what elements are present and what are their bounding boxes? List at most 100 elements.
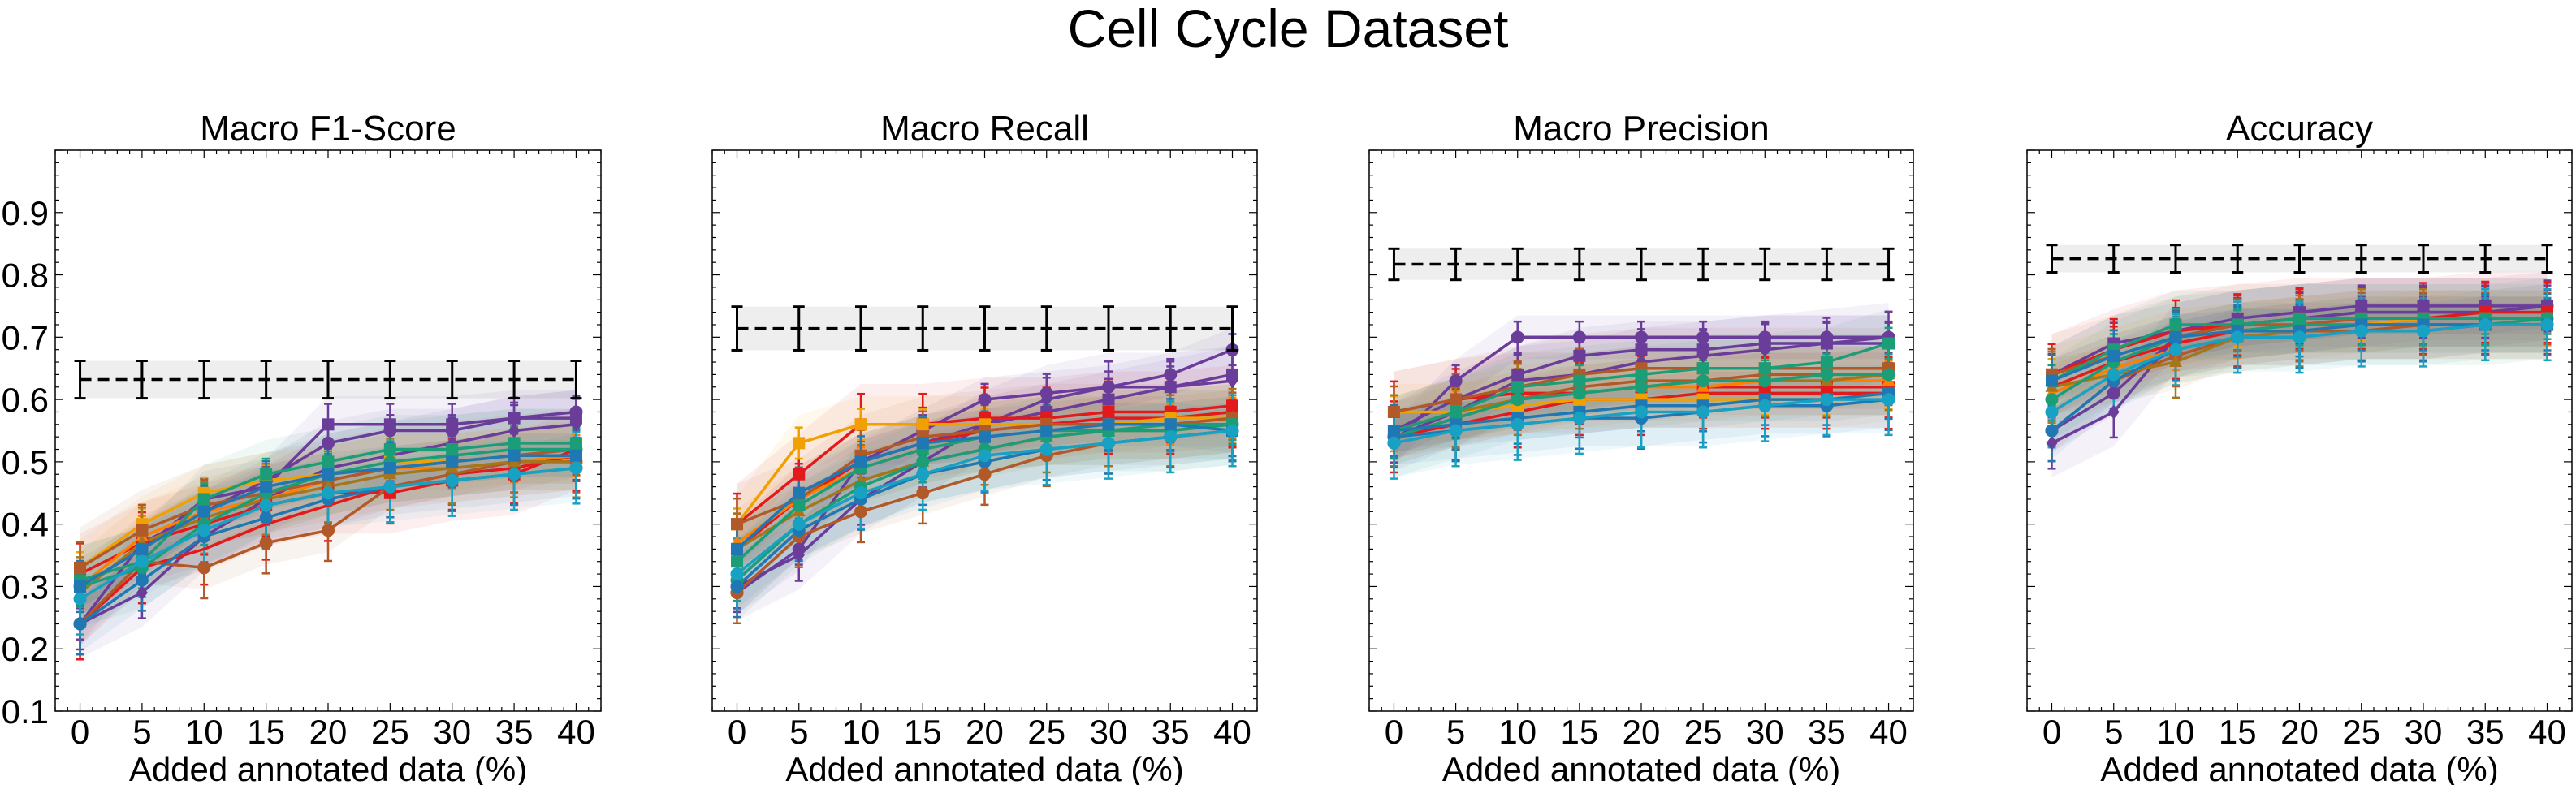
data-point [197, 561, 211, 575]
data-point [1820, 368, 1834, 382]
x-tick-label: 10 [1498, 713, 1537, 751]
data-point [1450, 393, 1463, 406]
data-point [508, 412, 521, 425]
data-point [508, 449, 521, 462]
data-point [2107, 386, 2120, 400]
data-point [1635, 405, 1648, 419]
x-tick-label: 35 [1808, 713, 1846, 751]
data-point [569, 449, 582, 462]
data-point [1696, 374, 1710, 388]
data-point [1635, 343, 1648, 356]
data-point [322, 486, 335, 500]
data-point [570, 416, 582, 432]
y-tick-label: 0.9 [2, 194, 49, 232]
data-point [2293, 330, 2306, 344]
data-point [508, 468, 521, 481]
data-point [135, 554, 149, 568]
data-point [1758, 362, 1771, 375]
x-tick-label: 5 [1446, 713, 1465, 751]
data-point [1102, 405, 1115, 418]
data-point [322, 418, 335, 431]
data-point [1882, 393, 1895, 407]
data-point [1572, 330, 1586, 344]
x-axis-label: Added annotated data (%) [2100, 750, 2498, 785]
data-point [1573, 374, 1586, 387]
data-point [978, 449, 992, 463]
data-point [446, 455, 459, 468]
y-tick-label: 0.5 [2, 443, 49, 481]
y-tick-label: 0.2 [2, 630, 49, 668]
data-point [1226, 373, 1238, 389]
data-point [383, 418, 396, 431]
data-point [259, 511, 273, 524]
data-point [854, 505, 867, 519]
data-point [2107, 349, 2120, 362]
x-tick-label: 10 [185, 713, 223, 751]
y-tick-label: 0.4 [2, 506, 49, 544]
subplot-4: Accuracy 0 5 10 15 20 25 30 35 40 Added annotated … [2026, 109, 2573, 785]
subplot-title: Macro Recall [880, 109, 1089, 149]
data-point [854, 418, 867, 431]
data-point [916, 486, 930, 500]
x-tick-label: 25 [1684, 713, 1722, 751]
data-point [383, 443, 396, 456]
data-point [1820, 393, 1834, 407]
x-tick-label: 5 [2104, 713, 2123, 751]
data-point [1387, 436, 1401, 450]
data-point [916, 468, 930, 481]
x-tick-label: 40 [1869, 713, 1908, 751]
data-point [978, 393, 992, 407]
data-point [2169, 330, 2182, 343]
x-tick-label: 20 [1623, 713, 1661, 751]
data-point [978, 468, 992, 481]
data-point [916, 437, 929, 450]
data-point [1820, 356, 1833, 369]
data-point [1511, 393, 1524, 407]
data-point [1039, 442, 1053, 456]
data-point [1635, 380, 1648, 394]
data-point [1635, 330, 1648, 344]
data-point [383, 480, 397, 494]
data-point [322, 455, 335, 468]
x-tick-label: 10 [842, 713, 880, 751]
data-point [1511, 417, 1524, 431]
data-point [2045, 393, 2059, 407]
data-point [136, 542, 149, 555]
data-point [793, 499, 806, 512]
data-point [731, 555, 743, 568]
x-tick-label: 15 [2219, 713, 2257, 751]
x-tick-label: 15 [904, 713, 942, 751]
data-point [135, 573, 149, 587]
data-point [1758, 374, 1772, 388]
data-point [793, 548, 805, 563]
data-point [2169, 343, 2182, 356]
data-point [136, 524, 149, 537]
data-point [1572, 412, 1586, 425]
x-tick-label: 10 [2157, 713, 2195, 751]
subplot-3: Macro Precision 0 5 10 15 20 25 30 35 40 Added ann… [1368, 109, 1914, 785]
data-point [854, 486, 867, 500]
x-tick-label: 25 [2342, 713, 2380, 751]
data-point [2046, 374, 2058, 387]
y-tick-label: 0.1 [2, 692, 49, 731]
data-point [731, 542, 743, 555]
data-point [322, 468, 335, 481]
x-tick-label: 15 [1561, 713, 1599, 751]
data-point [2045, 424, 2059, 438]
x-tick-label: 35 [1152, 713, 1190, 751]
data-point [259, 498, 273, 512]
subplot-title: Accuracy [2226, 109, 2373, 149]
data-point [2045, 405, 2059, 419]
data-point [259, 536, 273, 550]
data-point [1449, 374, 1463, 388]
data-point [793, 486, 806, 499]
data-point [569, 461, 583, 475]
data-point [1165, 379, 1177, 395]
data-point [322, 436, 335, 450]
y-tick-label: 0.8 [2, 257, 49, 295]
data-point [2540, 317, 2554, 331]
x-tick-label: 40 [2528, 713, 2566, 751]
data-point [1697, 348, 1709, 364]
data-point [445, 473, 459, 487]
x-tick-label: 0 [728, 713, 746, 751]
